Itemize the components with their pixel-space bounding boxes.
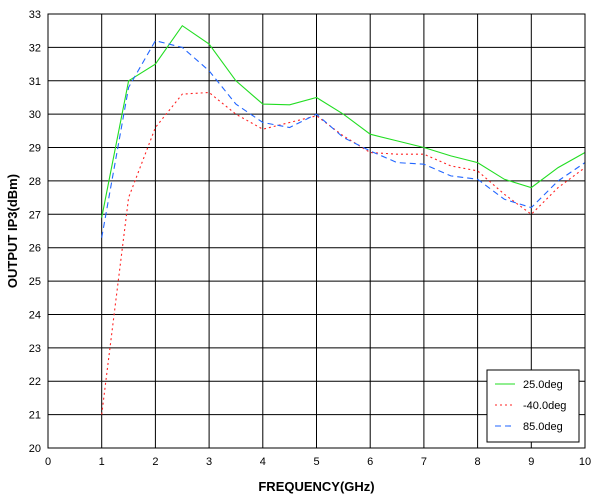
y-tick-label: 25 <box>29 276 41 288</box>
x-tick-label: 7 <box>421 456 427 468</box>
x-tick-label: 0 <box>45 456 51 468</box>
series-line-85.0deg <box>101 40 586 238</box>
y-tick-label: 24 <box>29 309 41 321</box>
y-tick-label: 28 <box>29 176 41 188</box>
legend-box <box>486 369 580 443</box>
legend-label: 25.0deg <box>523 379 563 391</box>
x-tick-label: 9 <box>528 456 534 468</box>
legend-label: 85.0deg <box>523 421 563 433</box>
x-tick-label: 5 <box>313 456 319 468</box>
plot-frame <box>47 13 586 449</box>
x-tick-label: 2 <box>152 456 158 468</box>
x-tick-label: 1 <box>99 456 105 468</box>
y-tick-label: 30 <box>29 109 41 121</box>
y-tick-label: 27 <box>29 209 41 221</box>
legend: 25.0deg -40.0deg 85.0deg <box>486 369 580 443</box>
x-tick-label: 4 <box>260 456 266 468</box>
series-line--40.0deg <box>101 91 586 415</box>
y-tick-label: 22 <box>29 376 41 388</box>
x-tick-label: 6 <box>367 456 373 468</box>
y-tick-label: 33 <box>29 9 41 21</box>
y-tick-label: 31 <box>29 76 41 88</box>
y-axis-title: OUTPUT IP3(dBm) <box>5 174 20 288</box>
y-tick-label: 20 <box>29 443 41 455</box>
x-axis-title: FREQUENCY(GHz) <box>258 479 374 494</box>
x-tick-label: 10 <box>579 456 591 468</box>
y-tick-label: 32 <box>29 42 41 54</box>
series-line-25.0deg <box>101 24 586 218</box>
x-tick-label: 3 <box>206 456 212 468</box>
legend-label: -40.0deg <box>523 400 566 412</box>
y-tick-label: 26 <box>29 243 41 255</box>
y-tick-label: 23 <box>29 343 41 355</box>
x-tick-label: 8 <box>475 456 481 468</box>
series-lines <box>101 24 586 415</box>
y-tick-label: 21 <box>29 410 41 422</box>
y-tick-label: 29 <box>29 143 41 155</box>
